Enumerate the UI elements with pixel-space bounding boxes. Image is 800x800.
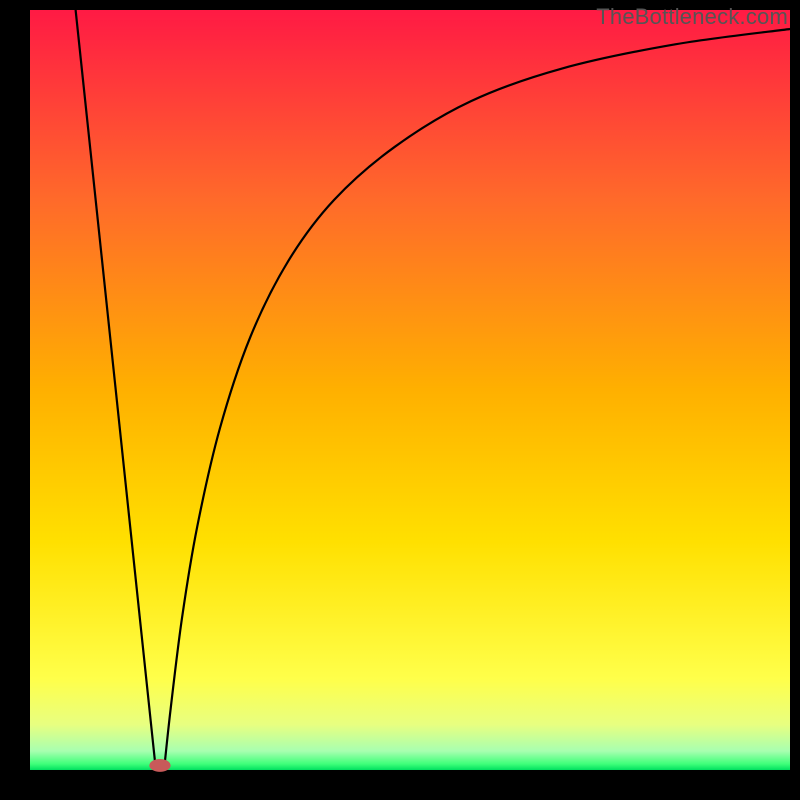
chart-root: { "watermark": { "text": "TheBottleneck.… [0, 0, 800, 800]
bottleneck-marker [149, 759, 170, 772]
watermark-text: TheBottleneck.com [596, 4, 788, 30]
curve-group [76, 10, 790, 772]
curve-layer [0, 0, 800, 800]
curve-left-descent [76, 10, 156, 765]
curve-right-rise [165, 29, 790, 765]
